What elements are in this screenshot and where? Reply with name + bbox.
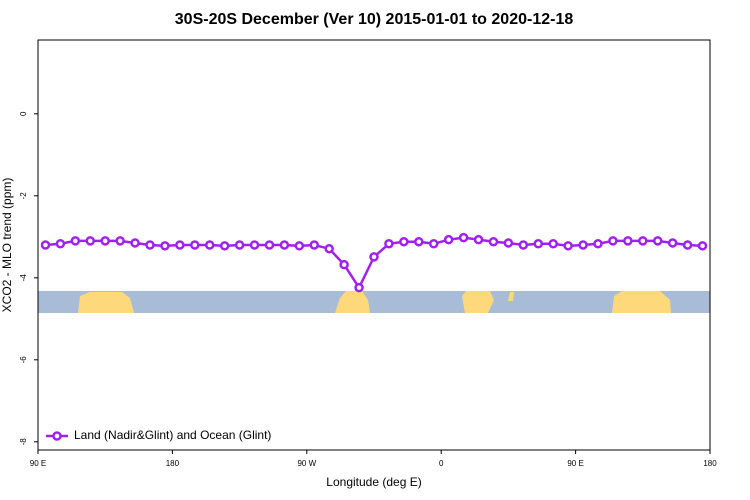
- data-point: [70, 236, 81, 246]
- chart-title: 30S-20S December (Ver 10) 2015-01-01 to …: [175, 11, 574, 28]
- data-point: [130, 238, 140, 248]
- data-point: [638, 236, 648, 246]
- data-point: [309, 240, 320, 250]
- data-point: [85, 236, 96, 246]
- legend-marker: [52, 431, 62, 441]
- data-point: [503, 238, 514, 248]
- data-point: [399, 236, 409, 247]
- data-point: [324, 243, 334, 254]
- data-point: [533, 239, 544, 249]
- data-point: [488, 236, 499, 247]
- data-point: [55, 239, 66, 249]
- x-tick-label: 180: [703, 459, 717, 468]
- data-point: [339, 259, 349, 270]
- data-point: [100, 236, 110, 246]
- y-tick-label: -4: [19, 274, 28, 282]
- data-point: [578, 240, 588, 250]
- data-point: [682, 240, 693, 250]
- data-point: [354, 282, 364, 293]
- data-point: [249, 240, 260, 250]
- data-point: [548, 239, 558, 249]
- data-point: [40, 240, 51, 250]
- data-point: [145, 240, 155, 250]
- data-point: [428, 239, 439, 249]
- data-point: [652, 236, 663, 246]
- data-point: [384, 239, 394, 249]
- data-point: [190, 240, 200, 250]
- y-axis-label: XCO2 - MLO trend (ppm): [0, 178, 14, 313]
- data-point: [608, 236, 618, 246]
- data-point: [458, 232, 469, 243]
- data-point: [279, 240, 290, 250]
- land-ocean-band: [38, 291, 710, 313]
- data-point: [593, 239, 603, 249]
- data-point: [473, 234, 484, 245]
- plot-frame: [37, 39, 711, 451]
- data-point: [160, 241, 170, 251]
- x-tick-label: 90 E: [567, 459, 583, 468]
- x-tick-label: 90 E: [30, 459, 46, 468]
- x-tick-label: 90 W: [297, 459, 316, 468]
- data-point: [443, 234, 454, 245]
- data-point: [115, 236, 125, 246]
- data-point: [667, 238, 678, 248]
- y-tick-label: 0: [19, 111, 28, 116]
- x-axis-label: Longitude (deg E): [326, 475, 421, 489]
- data-point: [623, 236, 633, 246]
- data-point: [369, 252, 379, 262]
- data-point: [175, 240, 185, 250]
- data-point: [518, 240, 529, 250]
- series-line: [45, 236, 703, 291]
- data-point: [294, 241, 305, 251]
- data-point: [219, 241, 230, 251]
- y-tick-label: -6: [19, 356, 28, 364]
- data-point: [204, 240, 215, 250]
- x-tick-label: 180: [166, 459, 180, 468]
- data-point: [563, 241, 573, 251]
- data-point: [414, 236, 424, 247]
- legend-label: Land (Nadir&Glint) and Ocean (Glint): [74, 428, 271, 442]
- data-point: [697, 241, 708, 251]
- x-tick-label: 0: [439, 459, 444, 468]
- y-tick-label: -2: [19, 192, 28, 200]
- data-point: [234, 240, 245, 250]
- y-tick-label: -8: [19, 438, 28, 446]
- data-point: [264, 240, 275, 250]
